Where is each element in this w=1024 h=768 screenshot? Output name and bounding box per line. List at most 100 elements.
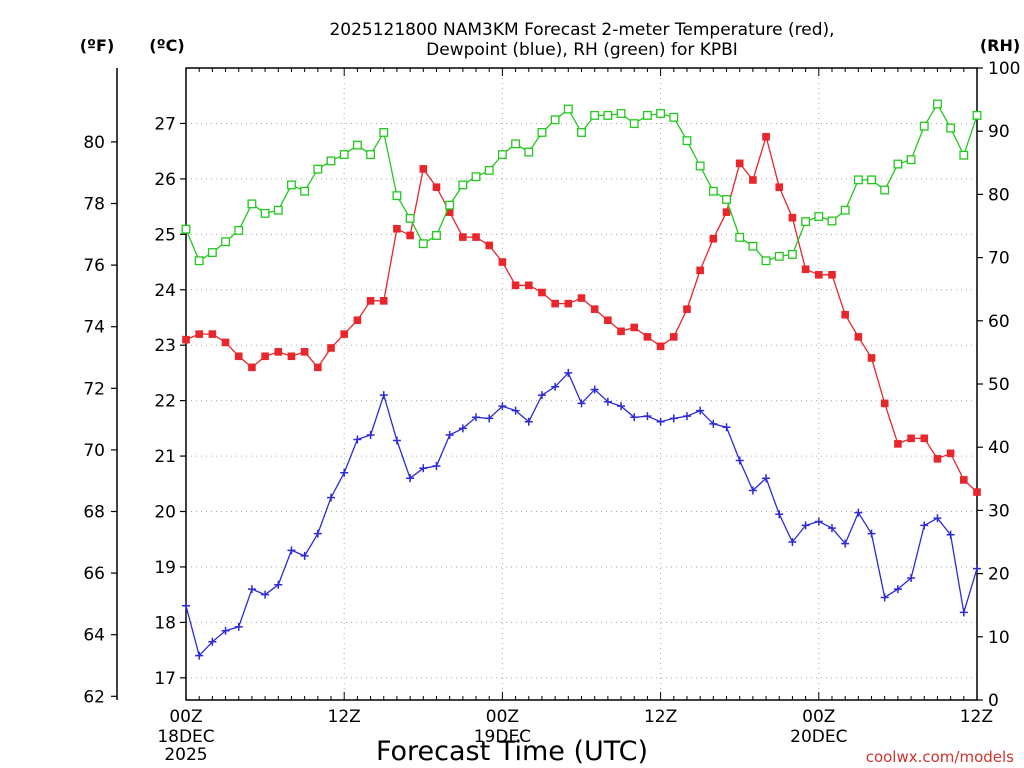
fahrenheit-tick-label: 72 [83,379,105,399]
dewpoint-point [867,529,876,538]
temperature-point [643,333,652,341]
temperature-point [406,231,414,240]
rh-point [260,208,270,218]
rh-point [524,147,534,157]
temperature-point [669,333,678,341]
temperature-point [287,352,296,361]
temperature-point [828,270,836,279]
dewpoint-point [959,608,968,617]
rh-point [946,123,956,133]
temperature-point [735,159,744,168]
dewpoint-point [709,419,718,428]
rh-point [959,150,969,160]
temperature-point [894,440,902,448]
rh-point [577,128,586,137]
temperature-point [775,183,784,191]
dewpoint-point [907,574,916,583]
temperature-point [314,363,322,372]
celsius-tick-label: 18 [154,613,176,633]
celsius-tick-label: 24 [154,281,176,301]
temperature-point [696,266,704,275]
x-tick-label: 00Z [486,707,519,727]
dewpoint-point [827,524,836,533]
rh-point [880,185,890,195]
celsius-tick-label: 23 [154,336,176,356]
rh-tick-label: 100 [988,59,1020,79]
rh-tick-label: 0 [988,691,999,711]
rh-point [537,128,547,137]
rh-point [695,161,705,171]
rh-point [774,251,784,261]
fahrenheit-tick-label: 74 [83,318,105,338]
temperature-point [485,241,494,250]
dewpoint-point [669,414,678,423]
temperature-point [788,213,797,222]
axes: 17 18 19 20 21 22 23 24 25 26 27 62 64 66 68 70 72 74 76 78… [83,59,1020,765]
temperature-point [498,258,507,266]
celsius-tick-label: 25 [154,225,176,245]
dewpoint-point [748,486,757,495]
rh-point [933,99,942,109]
rh-point [801,217,811,227]
dewpoint-point [485,414,494,423]
dewpoint-point [696,406,705,415]
celsius-tick-label: 22 [154,392,176,412]
dewpoint-point [643,412,652,421]
x-tick-label: 12Z [960,707,993,727]
dewpoint-point [195,651,204,660]
rh-tick-label: 20 [988,565,1010,585]
fahrenheit-tick-label: 62 [83,687,105,707]
temperature-point [907,434,915,443]
rh-point [972,110,982,120]
rh-point [669,112,679,122]
dewpoint-point [287,546,296,555]
fahrenheit-tick-label: 68 [83,503,105,523]
dewpoint-point [788,538,797,546]
fahrenheit-tick-label: 78 [83,195,105,215]
temperature-point [801,265,810,274]
rh-tick-label: 80 [988,185,1010,205]
rh-point [300,186,310,196]
dewpoint-point [300,551,309,560]
rh-point [181,224,191,234]
rh-point [471,172,481,182]
temperature-point [564,299,573,308]
rh-point [642,110,652,120]
fahrenheit-tick-label: 80 [83,133,105,153]
rh-point [814,212,824,221]
dewpoint-point [617,402,626,411]
dewpoint-point [419,464,428,473]
rh-point [840,205,850,215]
temperature-point [511,281,520,290]
rh-point [616,109,626,118]
rh-point [867,175,876,185]
rh-point [735,232,745,242]
rh-point [550,115,560,125]
dewpoint-point [630,413,639,422]
dewpoint-point [551,382,560,391]
x-tick-sublabel: 2025 [164,745,207,765]
rh-point [906,155,916,165]
fahrenheit-unit-label: (ºF) [80,36,115,55]
temperature-point [538,288,546,297]
temperature-point [973,488,981,496]
rh-point [313,164,323,174]
chart-title-line2: Dewpoint (blue), RH (green) for KPBI [426,40,738,60]
dewpoint-point [920,521,929,530]
temperature-point [722,208,731,216]
dewpoint-point [946,530,955,539]
dewpoint-point [762,474,771,483]
rh-tick-label: 50 [988,375,1010,395]
temperature-point [366,297,375,305]
temperature-point [459,233,467,241]
temperature-point [617,327,625,336]
temperature-point [234,352,243,361]
rh-unit-label: (RH) [980,36,1020,55]
temperature-point [340,330,348,338]
temperature-point [815,270,823,279]
dewpoint-point [379,391,388,400]
dewpoint-point [537,391,546,400]
temperature-point [432,183,441,191]
x-tick-label: 00Z [802,707,835,727]
celsius-tick-label: 21 [154,447,176,467]
